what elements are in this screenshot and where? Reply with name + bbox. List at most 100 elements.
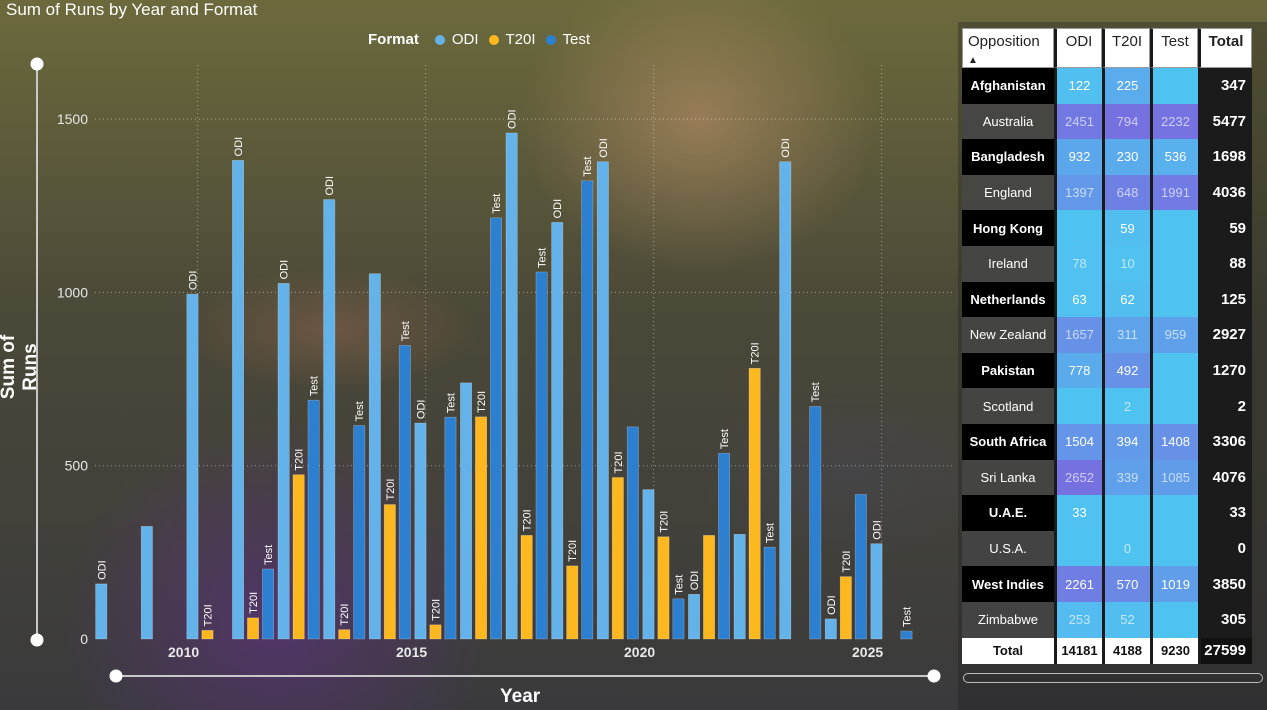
bar-2024-t20i[interactable] — [839, 576, 852, 640]
legend-test-label[interactable]: Test — [562, 31, 591, 48]
t20i-cell: 311 — [1102, 317, 1150, 353]
column-header-odi[interactable]: ODI — [1054, 28, 1102, 68]
bar-2020-odi[interactable] — [642, 489, 655, 640]
matrix-row[interactable]: Afghanistan 122 225 347 — [962, 68, 1252, 104]
column-header-t20i[interactable]: T20I — [1102, 28, 1150, 68]
bar-2017-t20i[interactable] — [520, 535, 533, 640]
bar-2011-odi[interactable] — [232, 160, 244, 640]
matrix-row[interactable]: Netherlands 63 62 125 — [962, 281, 1252, 318]
bar-2025-test[interactable] — [900, 630, 913, 640]
total-cell: 4036 — [1198, 174, 1252, 211]
bar-2014-t20i[interactable] — [383, 504, 396, 640]
bar-2016-odi[interactable] — [460, 382, 472, 640]
bar-2022-test[interactable] — [763, 546, 776, 640]
bar-2014-odi[interactable] — [368, 273, 381, 640]
bar-2015-test[interactable] — [444, 416, 457, 640]
bar-2010-odi[interactable] — [186, 293, 199, 640]
bar-2019-test[interactable] — [626, 426, 639, 640]
y-range-slider-top-handle[interactable] — [30, 57, 44, 71]
bar-2020-test[interactable] — [672, 598, 685, 640]
bar-2023-test[interactable] — [809, 406, 822, 640]
bar-2025-odi[interactable] — [870, 543, 883, 640]
bar-2020-t20i[interactable] — [657, 536, 670, 640]
bar-2022-t20i[interactable] — [748, 368, 761, 640]
matrix-header-row: Opposition ▲ ODI T20I Test Total — [962, 28, 1252, 68]
matrix-row[interactable]: Sri Lanka 2652 339 1085 4076 — [962, 459, 1252, 496]
bar-data-label: T20I — [567, 540, 579, 562]
bar-2017-odi[interactable] — [505, 132, 518, 640]
bar-2011-test[interactable] — [262, 568, 274, 640]
matrix-row[interactable]: U.A.E. 33 33 — [962, 495, 1252, 531]
bar-2012-odi[interactable] — [277, 283, 290, 640]
bar-data-label: Test — [354, 401, 366, 421]
total-cell: 2 — [1198, 388, 1252, 424]
total-cell: 3306 — [1198, 423, 1252, 460]
runs-by-opposition-matrix: Opposition ▲ ODI T20I Test Total Afghani… — [958, 22, 1267, 710]
matrix-row[interactable]: England 1397 648 1991 4036 — [962, 174, 1252, 211]
bar-2008-odi[interactable] — [95, 583, 108, 640]
matrix-row[interactable]: West Indies 2261 570 1019 3850 — [962, 566, 1252, 602]
sort-ascending-icon[interactable]: ▲ — [968, 55, 978, 66]
bar-2022-odi[interactable] — [733, 534, 746, 640]
t20i-cell: 59 — [1102, 210, 1150, 246]
x-range-slider-left-handle[interactable] — [109, 669, 123, 683]
total-cell: 2927 — [1198, 317, 1252, 353]
bar-2014-test[interactable] — [398, 345, 411, 640]
test-cell — [1150, 210, 1198, 246]
matrix-row[interactable]: South Africa 1504 394 1408 3306 — [962, 423, 1252, 460]
legend-test-marker — [545, 34, 556, 45]
matrix-horizontal-scrollbar[interactable] — [963, 673, 1263, 683]
bar-2018-t20i[interactable] — [566, 565, 579, 640]
x-range-slider-right-handle[interactable] — [927, 669, 941, 683]
bar-data-label: T20I — [658, 511, 670, 533]
matrix-row[interactable]: New Zealand 1657 311 959 2927 — [962, 317, 1252, 353]
matrix-row[interactable]: Zimbabwe 253 52 305 — [962, 601, 1252, 638]
matrix-row[interactable]: Hong Kong 59 59 — [962, 210, 1252, 246]
bar-2015-odi[interactable] — [414, 422, 427, 640]
bar-2021-t20i[interactable] — [703, 535, 716, 640]
bar-2013-t20i[interactable] — [338, 629, 351, 640]
column-header-test[interactable]: Test — [1150, 28, 1198, 68]
bar-2013-test[interactable] — [353, 425, 366, 640]
bar-2013-odi[interactable] — [323, 199, 336, 640]
matrix-row[interactable]: Scotland 2 2 — [962, 388, 1252, 424]
bar-2019-odi[interactable] — [596, 161, 609, 640]
bar-2021-odi[interactable] — [688, 593, 701, 640]
bar-2015-t20i[interactable] — [429, 624, 442, 640]
odi-cell — [1054, 530, 1102, 567]
bar-2024-odi[interactable] — [824, 618, 837, 640]
matrix-row[interactable]: Pakistan 778 492 1270 — [962, 352, 1252, 389]
matrix-row[interactable]: Bangladesh 932 230 536 1698 — [962, 139, 1252, 175]
column-header-total[interactable]: Total — [1198, 28, 1252, 68]
bar-2010-t20i[interactable] — [201, 630, 214, 640]
odi-cell: 253 — [1054, 601, 1102, 638]
bar-2012-t20i[interactable] — [292, 474, 305, 640]
legend-t20i-label[interactable]: T20I — [505, 31, 536, 48]
bar-2009-odi[interactable] — [140, 526, 153, 640]
chart-legend[interactable]: Format ODI T20I Test — [368, 31, 590, 48]
bar-2016-test[interactable] — [490, 217, 502, 640]
test-cell: 959 — [1150, 317, 1198, 353]
legend-odi-label[interactable]: ODI — [451, 31, 479, 48]
bar-data-label: Test — [810, 382, 822, 402]
total-cell: 88 — [1198, 245, 1252, 282]
bar-2011-t20i[interactable] — [247, 617, 259, 640]
matrix-row[interactable]: Ireland 78 10 88 — [962, 245, 1252, 282]
bar-2018-odi[interactable] — [551, 222, 564, 640]
bar-2018-test[interactable] — [581, 180, 594, 640]
y-range-slider-bottom-handle[interactable] — [30, 633, 44, 647]
bar-2017-test[interactable] — [535, 271, 548, 640]
x-tick-label: 2020 — [624, 644, 655, 660]
bar-data-label: Test — [263, 545, 275, 565]
total-cell: 5477 — [1198, 103, 1252, 140]
bar-2016-t20i[interactable] — [475, 416, 487, 640]
matrix-row[interactable]: U.S.A. 0 0 — [962, 530, 1252, 567]
total-cell: 305 — [1198, 601, 1252, 638]
bar-2023-odi[interactable] — [779, 161, 792, 640]
column-header-opposition[interactable]: Opposition ▲ — [962, 28, 1054, 68]
bar-2021-test[interactable] — [718, 452, 731, 640]
bar-2012-test[interactable] — [307, 399, 320, 640]
matrix-row[interactable]: Australia 2451 794 2232 5477 — [962, 103, 1252, 140]
bar-2019-t20i[interactable] — [611, 477, 624, 640]
bar-2024-test[interactable] — [854, 494, 867, 640]
